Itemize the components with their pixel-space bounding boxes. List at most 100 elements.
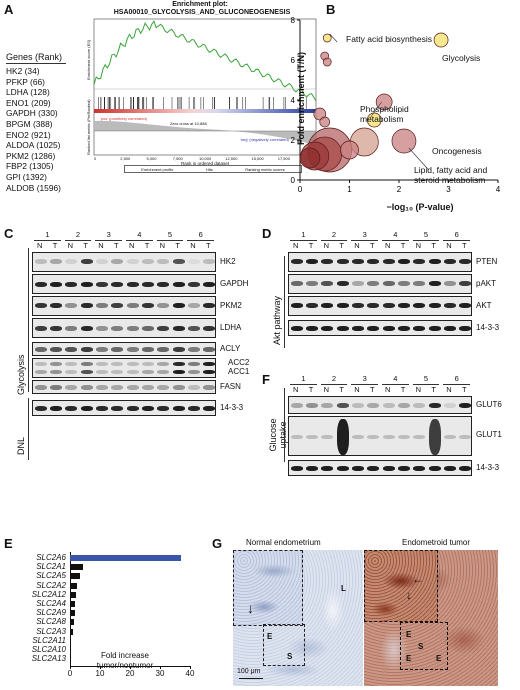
endometroid-tumor-image: ← ↓ E S E E — [364, 550, 498, 686]
blot-strip — [32, 358, 216, 378]
bar-y-axis — [70, 552, 71, 667]
blot-band — [321, 466, 334, 471]
bubble-leader-line — [369, 101, 382, 119]
lane-underline — [382, 240, 409, 241]
bubble-xlabel: −log₁₀ (P-value) — [386, 202, 454, 212]
normal-mark-s: S — [287, 652, 293, 661]
blot-band — [95, 282, 109, 287]
blot-band — [172, 362, 185, 366]
lane-nt-label: N — [323, 385, 330, 394]
lane-number: 2 — [331, 374, 337, 383]
lane-nt-label: N — [384, 385, 391, 394]
blot-band — [321, 303, 334, 308]
bar — [70, 564, 83, 571]
lane-underline — [187, 240, 214, 241]
tumor-inset — [364, 550, 438, 622]
bubble-y-tick-label: 6 — [291, 56, 296, 65]
bar-x-tick — [70, 666, 71, 670]
protein-label: PTEN — [476, 257, 498, 266]
blot-band — [65, 370, 78, 374]
genes-title-underline — [6, 63, 66, 64]
blot-strip — [32, 380, 216, 394]
blot-band — [397, 326, 411, 331]
lane-underline — [156, 240, 184, 241]
bar-x-tick-label: 10 — [95, 669, 105, 679]
protein-label: GAPDH — [220, 279, 249, 288]
lane-nt-label: N — [446, 241, 452, 250]
blot-band — [413, 259, 426, 264]
scale-bar — [239, 678, 263, 679]
lane-nt-label: N — [354, 241, 360, 250]
blot-band — [95, 362, 109, 366]
blot-band — [336, 419, 349, 455]
blot-band — [321, 259, 334, 264]
bar-xlabel-2: tumor/nontumor — [96, 661, 154, 670]
blot-band — [203, 370, 215, 374]
blot-band — [126, 362, 139, 366]
blot-band — [187, 385, 201, 390]
blot-band — [157, 370, 170, 374]
gsea-tick-label: 2,500 — [120, 156, 131, 161]
blot-band — [203, 347, 215, 352]
lane-nt-label: T — [206, 241, 211, 250]
blot-band — [172, 282, 185, 287]
blot-band — [172, 259, 185, 264]
bar-category-label: SLC2A5 — [36, 571, 66, 581]
bar-x-tick — [130, 666, 131, 670]
bubble-point — [375, 93, 393, 111]
tumor-title: Endometroid tumor — [402, 538, 471, 547]
blot-band — [203, 282, 215, 287]
annot-phospholipid: Phospholipid metabolism — [360, 104, 420, 124]
blot-strip — [288, 252, 472, 272]
protein-label: GLUT6 — [476, 400, 502, 409]
bar-x-tick — [190, 666, 191, 670]
blot-band — [95, 259, 109, 264]
group-dnl: DNL — [16, 436, 26, 455]
lane-number: 2 — [75, 230, 81, 239]
blot-band — [49, 370, 63, 374]
blot-band — [172, 370, 185, 374]
blot-band — [459, 466, 471, 471]
bubble-ylabel-wrap: Fold enrichment (T/N) — [296, 52, 306, 145]
normal-inset-arrow: ↓ — [247, 600, 254, 616]
lane-nt-label: N — [128, 241, 135, 250]
lane-nt-label: N — [159, 241, 166, 250]
blot-band — [34, 303, 47, 308]
bar — [70, 601, 76, 607]
blot-band — [413, 403, 426, 408]
blot-band — [80, 282, 93, 287]
gsea-title-2: HSA00010_GLYCOLYSIS_AND_GLUCONEOGENESIS — [113, 9, 291, 16]
lane-nt-label: T — [308, 385, 314, 394]
blot-band — [65, 406, 78, 411]
gsea-xlabel: Rank in ordered dataset — [180, 161, 230, 166]
blot-band — [382, 281, 395, 286]
blot-band — [428, 466, 441, 471]
blot-band — [367, 435, 380, 439]
bar-x-tick — [160, 666, 161, 670]
blot-band — [95, 370, 109, 374]
blot-band — [351, 259, 365, 264]
annot-oncogenesis: Oncogenesis — [432, 146, 482, 156]
bubble-leader-line — [408, 147, 429, 171]
bubble-x-tick-label: 1 — [347, 185, 352, 194]
blot-band — [443, 281, 457, 286]
blot-band — [321, 435, 334, 439]
blot-band — [428, 419, 441, 455]
bar — [70, 555, 181, 561]
lane-nt-label: T — [370, 241, 375, 250]
lane-nt-label: T — [339, 241, 344, 250]
lane-nt-label: N — [354, 385, 360, 394]
blot-band — [34, 259, 47, 264]
group-glycolysis: Glycolysis — [16, 354, 26, 395]
blot-band — [290, 303, 303, 308]
blot-band — [126, 303, 139, 308]
blot-band — [397, 466, 411, 471]
blot-band — [305, 281, 319, 286]
gsea-tick-label: 12,500 — [225, 156, 238, 161]
bar — [70, 647, 71, 653]
blot-band — [305, 303, 319, 308]
gsea-ylabel-top-text: Enrichment score (ES) — [86, 39, 91, 80]
lane-nt-label: N — [292, 241, 299, 250]
blot-band — [157, 406, 170, 411]
glucose-bracket — [284, 388, 285, 462]
